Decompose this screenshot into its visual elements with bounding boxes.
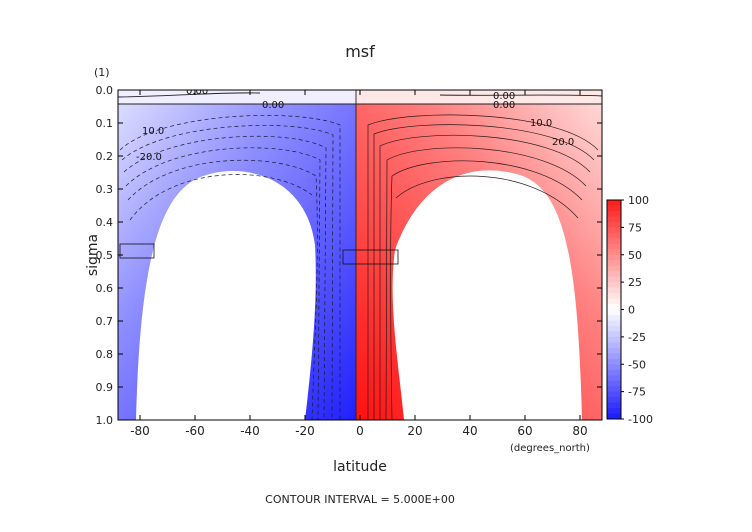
x-tick-label: -20 <box>295 424 315 438</box>
colorbar-swatch <box>607 380 621 387</box>
y-tick-label: 0.8 <box>96 348 114 361</box>
colorbar-swatch <box>607 298 621 305</box>
colorbar-swatch <box>607 216 621 223</box>
colorbar-swatch <box>607 353 621 360</box>
colorbar-swatch <box>607 200 621 206</box>
contour-labels: 0.00 0.00 0.00 0.00 10.0 -20.0 10.0 20.0 <box>136 86 574 163</box>
colorbar-swatch <box>607 243 621 250</box>
contour-label: 0.00 <box>493 100 515 111</box>
y-tick-label: 0.3 <box>96 183 114 196</box>
x-tick-label: 80 <box>572 424 587 438</box>
contour-label: 0.00 <box>493 91 515 102</box>
y-tick-label: 0.7 <box>96 315 114 328</box>
positive-contours <box>367 114 599 420</box>
colorbar-swatch <box>607 325 621 332</box>
contour-label: 0.00 <box>186 86 208 97</box>
southern-cell-fill <box>118 104 356 420</box>
colorbar-swatch <box>607 314 621 321</box>
y-units-label: (1) <box>94 66 110 79</box>
colorbar-swatch <box>607 265 621 272</box>
y-tick-label: 0.0 <box>96 84 114 97</box>
contour-interval-note: CONTOUR INTERVAL = 5.000E+00 <box>265 493 455 506</box>
colorbar-tick-label: 75 <box>628 221 642 234</box>
y-axis: 0.0 0.1 0.2 0.3 0.4 0.5 0.6 0.7 0.8 0.9 1.0 <box>96 84 602 427</box>
colorbar-swatch <box>607 293 621 300</box>
colorbar-swatch <box>607 232 621 239</box>
y-tick-label: 0.2 <box>96 150 114 163</box>
chart-title: msf <box>345 42 375 61</box>
y-tick-label: 1.0 <box>96 414 114 427</box>
colorbar-swatch <box>607 397 621 404</box>
colorbar-tick-label: 0 <box>628 304 635 317</box>
colorbar-swatch <box>607 304 621 310</box>
colorbar-swatch <box>607 205 621 212</box>
contour-label: -20.0 <box>136 152 162 163</box>
colorbar: 100 75 50 25 0 -25 -50 -75 -100 <box>606 194 653 426</box>
x-tick-label: -40 <box>240 424 260 438</box>
contour-label: 0.00 <box>262 100 284 111</box>
colorbar-swatch <box>607 336 621 343</box>
colorbar-swatch <box>607 309 621 316</box>
x-tick-label: -60 <box>185 424 205 438</box>
colorbar-swatch <box>607 364 621 371</box>
zero-contours <box>118 90 602 420</box>
colorbar-tick-label: -75 <box>628 386 646 399</box>
colorbar-swatch <box>607 249 621 256</box>
x-tick-label: 60 <box>517 424 532 438</box>
colorbar-swatch <box>607 287 621 294</box>
x-tick-label: -80 <box>130 424 150 438</box>
x-tick-label: 0 <box>356 424 364 438</box>
x-units-label: (degrees_north) <box>510 443 590 454</box>
negative-contours <box>119 115 341 420</box>
y-tick-label: 0.4 <box>96 216 114 229</box>
colorbar-swatch <box>607 347 621 354</box>
plot-area: 0.00 0.00 0.00 0.00 10.0 -20.0 10.0 20.0 <box>118 86 602 420</box>
y-tick-label: 0.1 <box>96 117 114 130</box>
colorbar-swatch <box>607 271 621 278</box>
colorbar-swatch <box>607 320 621 327</box>
y-tick-label: 0.5 <box>96 249 114 262</box>
colorbar-swatch <box>607 282 621 289</box>
colorbar-tick-label: 50 <box>628 249 642 262</box>
contour-label: 10.0 <box>530 118 552 129</box>
colorbar-swatch <box>607 227 621 234</box>
colorbar-tick-label: -100 <box>628 413 653 426</box>
northern-cell-fill <box>356 104 602 420</box>
colorbar-swatch <box>607 331 621 338</box>
colorbar-tick-label: 100 <box>628 194 649 207</box>
colorbar-swatch <box>607 408 621 415</box>
colorbar-tick-label: -25 <box>628 331 646 344</box>
colorbar-swatch <box>607 358 621 365</box>
upper-layer-positive <box>356 90 602 104</box>
colorbar-swatch <box>607 402 621 409</box>
colorbar-swatch <box>607 386 621 393</box>
colorbar-swatch <box>607 260 621 267</box>
contour-label: 20.0 <box>552 137 574 148</box>
colorbar-swatch <box>607 276 621 283</box>
contour-band-markers <box>119 243 399 265</box>
colorbar-tick-label: -50 <box>628 358 646 371</box>
x-axis-label: latitude <box>333 459 387 475</box>
y-tick-label: 0.9 <box>96 381 114 394</box>
x-axis: -80 -60 -40 -20 0 20 40 60 80 <box>130 90 588 438</box>
colorbar-swatch <box>607 210 621 217</box>
y-axis-label: sigma <box>85 234 101 276</box>
colorbar-swatch <box>607 369 621 376</box>
upper-layer-negative <box>118 90 356 104</box>
colorbar-swatch <box>607 391 621 398</box>
colorbar-swatch <box>607 254 621 261</box>
colorbar-swatch <box>607 238 621 245</box>
contour-label: 10.0 <box>142 126 164 137</box>
colorbar-swatch <box>607 221 621 228</box>
colorbar-swatch <box>607 413 621 420</box>
x-tick-label: 40 <box>462 424 477 438</box>
colorbar-swatch <box>607 342 621 349</box>
x-tick-label: 20 <box>407 424 422 438</box>
colorbar-swatch <box>607 375 621 382</box>
colorbar-tick-label: 25 <box>628 276 642 289</box>
y-tick-label: 0.6 <box>96 282 114 295</box>
